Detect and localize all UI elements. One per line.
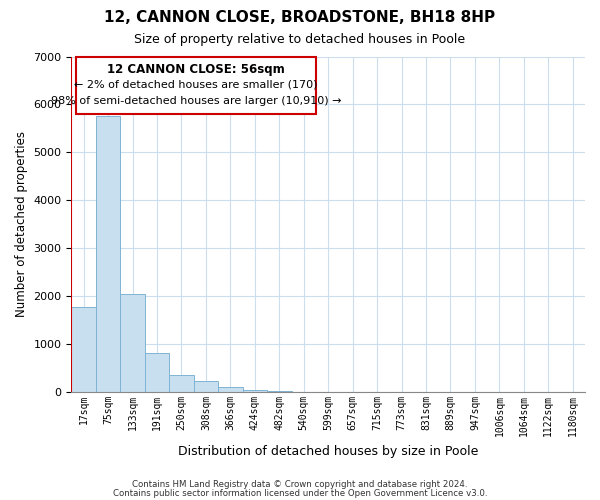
Y-axis label: Number of detached properties: Number of detached properties xyxy=(15,132,28,318)
Bar xyxy=(218,388,242,392)
X-axis label: Distribution of detached houses by size in Poole: Distribution of detached houses by size … xyxy=(178,444,478,458)
Text: Contains public sector information licensed under the Open Government Licence v3: Contains public sector information licen… xyxy=(113,488,487,498)
Bar xyxy=(169,374,194,392)
Text: Contains HM Land Registry data © Crown copyright and database right 2024.: Contains HM Land Registry data © Crown c… xyxy=(132,480,468,489)
Bar xyxy=(145,353,169,393)
Bar xyxy=(96,116,121,392)
Bar xyxy=(194,381,218,392)
Text: 12, CANNON CLOSE, BROADSTONE, BH18 8HP: 12, CANNON CLOSE, BROADSTONE, BH18 8HP xyxy=(104,10,496,25)
FancyBboxPatch shape xyxy=(76,56,316,114)
Bar xyxy=(267,391,292,392)
Bar xyxy=(71,307,96,392)
Text: Size of property relative to detached houses in Poole: Size of property relative to detached ho… xyxy=(134,32,466,46)
Bar xyxy=(242,390,267,392)
Bar xyxy=(121,294,145,392)
Text: 12 CANNON CLOSE: 56sqm: 12 CANNON CLOSE: 56sqm xyxy=(107,62,285,76)
Text: ← 2% of detached houses are smaller (170): ← 2% of detached houses are smaller (170… xyxy=(74,79,318,89)
Text: 98% of semi-detached houses are larger (10,910) →: 98% of semi-detached houses are larger (… xyxy=(51,96,341,106)
